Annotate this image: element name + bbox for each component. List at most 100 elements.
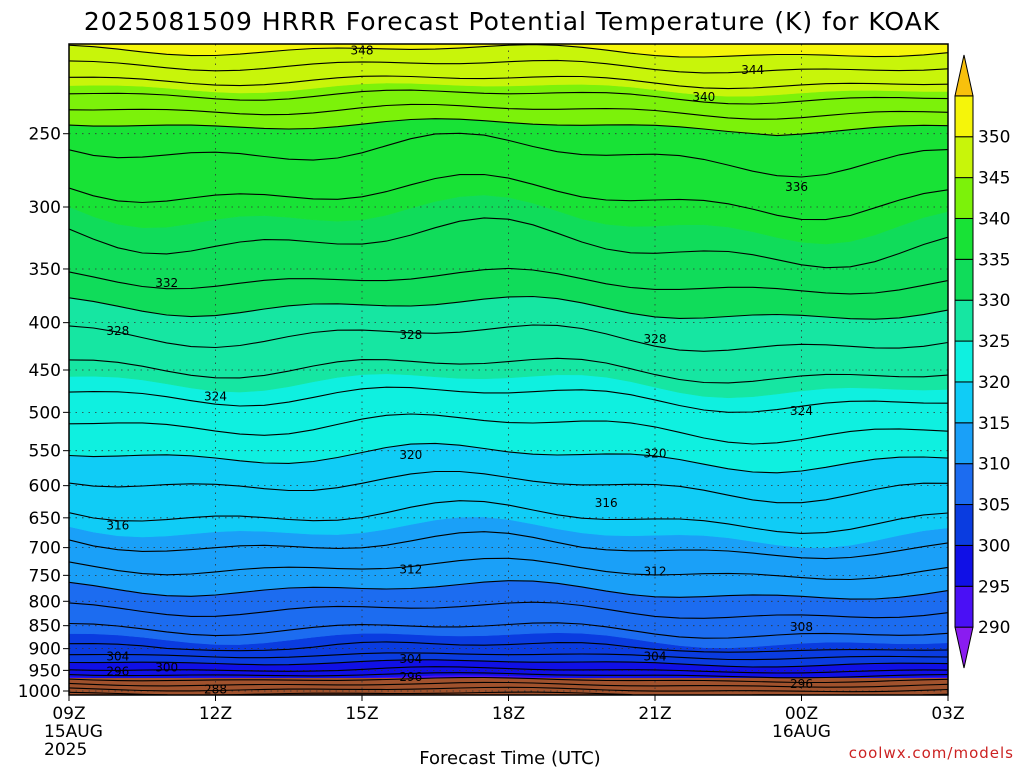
y-tick-label: 1000 bbox=[18, 682, 61, 702]
contour-label: 300 bbox=[155, 660, 178, 674]
contour-label-text: 304 bbox=[399, 652, 422, 666]
contour-label: 312 bbox=[399, 562, 422, 576]
colorbar-swatch bbox=[954, 136, 974, 179]
colorbar-label: 300 bbox=[978, 536, 1010, 556]
x-tick-sublabel: 2025 bbox=[44, 740, 87, 760]
y-tick-label: 600 bbox=[29, 477, 61, 497]
colorbar-swatch bbox=[954, 504, 974, 546]
contour-line bbox=[69, 413, 948, 445]
contour-label: 344 bbox=[741, 63, 764, 77]
contour-line bbox=[69, 44, 948, 58]
contour-label: 296 bbox=[106, 665, 129, 679]
contour-line bbox=[69, 386, 948, 413]
colorbar-swatch bbox=[954, 544, 974, 587]
contour-label: 324 bbox=[204, 389, 227, 403]
contour-line bbox=[69, 357, 948, 384]
colorbar-swatch bbox=[954, 626, 974, 669]
contour-label: 316 bbox=[106, 519, 129, 533]
contour-label: 304 bbox=[644, 650, 667, 664]
x-tick-label: 18Z bbox=[492, 704, 525, 724]
colorbar-label: 335 bbox=[978, 250, 1010, 270]
x-tick-label: 15Z bbox=[345, 704, 378, 724]
contour-label: 332 bbox=[155, 276, 178, 290]
contour-line bbox=[69, 89, 948, 105]
colorbar-label: 325 bbox=[978, 332, 1010, 352]
contour-label: 328 bbox=[399, 328, 422, 342]
x-tick-label: 09Z bbox=[52, 704, 85, 724]
contour-label: 336 bbox=[785, 180, 808, 194]
colorbar-label: 345 bbox=[978, 169, 1010, 189]
contour-label: 296 bbox=[399, 670, 422, 684]
contour-line bbox=[69, 103, 948, 120]
colorbar-swatch bbox=[954, 54, 974, 97]
contour-label: 296 bbox=[790, 677, 813, 691]
contour-line bbox=[69, 59, 948, 74]
contour-label: 312 bbox=[644, 565, 667, 579]
contour-line bbox=[69, 295, 948, 320]
contour-label: 340 bbox=[692, 90, 715, 104]
contour-label: 324 bbox=[790, 404, 813, 418]
contour-line bbox=[69, 681, 948, 688]
colorbar-label: 320 bbox=[978, 373, 1010, 393]
y-tick-label: 850 bbox=[29, 617, 61, 637]
contour-line bbox=[69, 641, 948, 653]
contour-line bbox=[69, 470, 948, 504]
x-tick-label: 03Z bbox=[931, 704, 964, 724]
contour-line bbox=[69, 531, 948, 560]
contour-line bbox=[69, 557, 948, 581]
contour-label: 316 bbox=[595, 496, 618, 510]
colorbar-swatch bbox=[954, 340, 974, 383]
contour-label-text: 296 bbox=[790, 677, 813, 691]
contour-line bbox=[69, 75, 948, 90]
contour-label-text: 320 bbox=[644, 446, 667, 460]
contour-label-text: 308 bbox=[790, 620, 813, 634]
colorbar: 290 295 300 305 310 315 320 325 330 335 340 345 350 bbox=[954, 54, 1010, 669]
contour-label-text: 304 bbox=[644, 650, 667, 664]
x-tick-sublabel: 15AUG bbox=[44, 722, 103, 742]
x-tick-label: 12Z bbox=[199, 704, 232, 724]
y-tick-label: 950 bbox=[29, 661, 61, 681]
contour-lines bbox=[69, 44, 948, 695]
contour-label-text: 328 bbox=[106, 324, 129, 338]
contour-label: 308 bbox=[790, 620, 813, 634]
colorbar-label: 310 bbox=[978, 455, 1010, 475]
contour-label-text: 316 bbox=[595, 496, 618, 510]
contour-label-text: 324 bbox=[790, 404, 813, 418]
colorbar-label: 340 bbox=[978, 209, 1010, 229]
contour-label-text: 288 bbox=[204, 682, 227, 696]
y-tick-label: 250 bbox=[29, 125, 61, 145]
contour-label-text: 324 bbox=[204, 389, 227, 403]
contour-label-text: 328 bbox=[399, 328, 422, 342]
x-tick-label: 21Z bbox=[638, 704, 671, 724]
contour-line bbox=[69, 686, 948, 693]
contour-label: 320 bbox=[644, 446, 667, 460]
contour-line bbox=[69, 652, 948, 661]
colorbar-label: 305 bbox=[978, 496, 1010, 516]
contour-label: 328 bbox=[644, 332, 667, 346]
shaded-bands bbox=[69, 44, 948, 695]
colorbar-label: 295 bbox=[978, 577, 1010, 597]
colorbar-swatch bbox=[954, 585, 974, 628]
grid-lines bbox=[69, 44, 948, 695]
contour-line bbox=[69, 267, 948, 295]
colorbar-swatch bbox=[954, 299, 974, 342]
contour-label: 288 bbox=[204, 682, 227, 696]
colorbar-label: 350 bbox=[978, 128, 1010, 148]
x-axis-label: Forecast Time (UTC) bbox=[419, 748, 600, 768]
contour-label-text: 312 bbox=[644, 565, 667, 579]
contour-label-text: 348 bbox=[351, 43, 374, 57]
contour-label: 328 bbox=[106, 324, 129, 338]
colorbar-swatch bbox=[954, 422, 974, 465]
contour-line bbox=[69, 500, 948, 534]
y-tick-label: 650 bbox=[29, 509, 61, 529]
colorbar-swatch bbox=[954, 381, 974, 424]
credit-text: coolwx.com/models bbox=[849, 744, 1014, 762]
contour-line bbox=[69, 118, 948, 137]
colorbar-swatch bbox=[954, 177, 974, 219]
y-tick-label: 900 bbox=[29, 640, 61, 660]
x-tick-label: 00Z bbox=[785, 704, 818, 724]
colorbar-label: 330 bbox=[978, 291, 1010, 311]
contour-label-text: 320 bbox=[399, 448, 422, 462]
contour-label-text: 304 bbox=[106, 650, 129, 664]
contour-label: 304 bbox=[106, 650, 129, 664]
